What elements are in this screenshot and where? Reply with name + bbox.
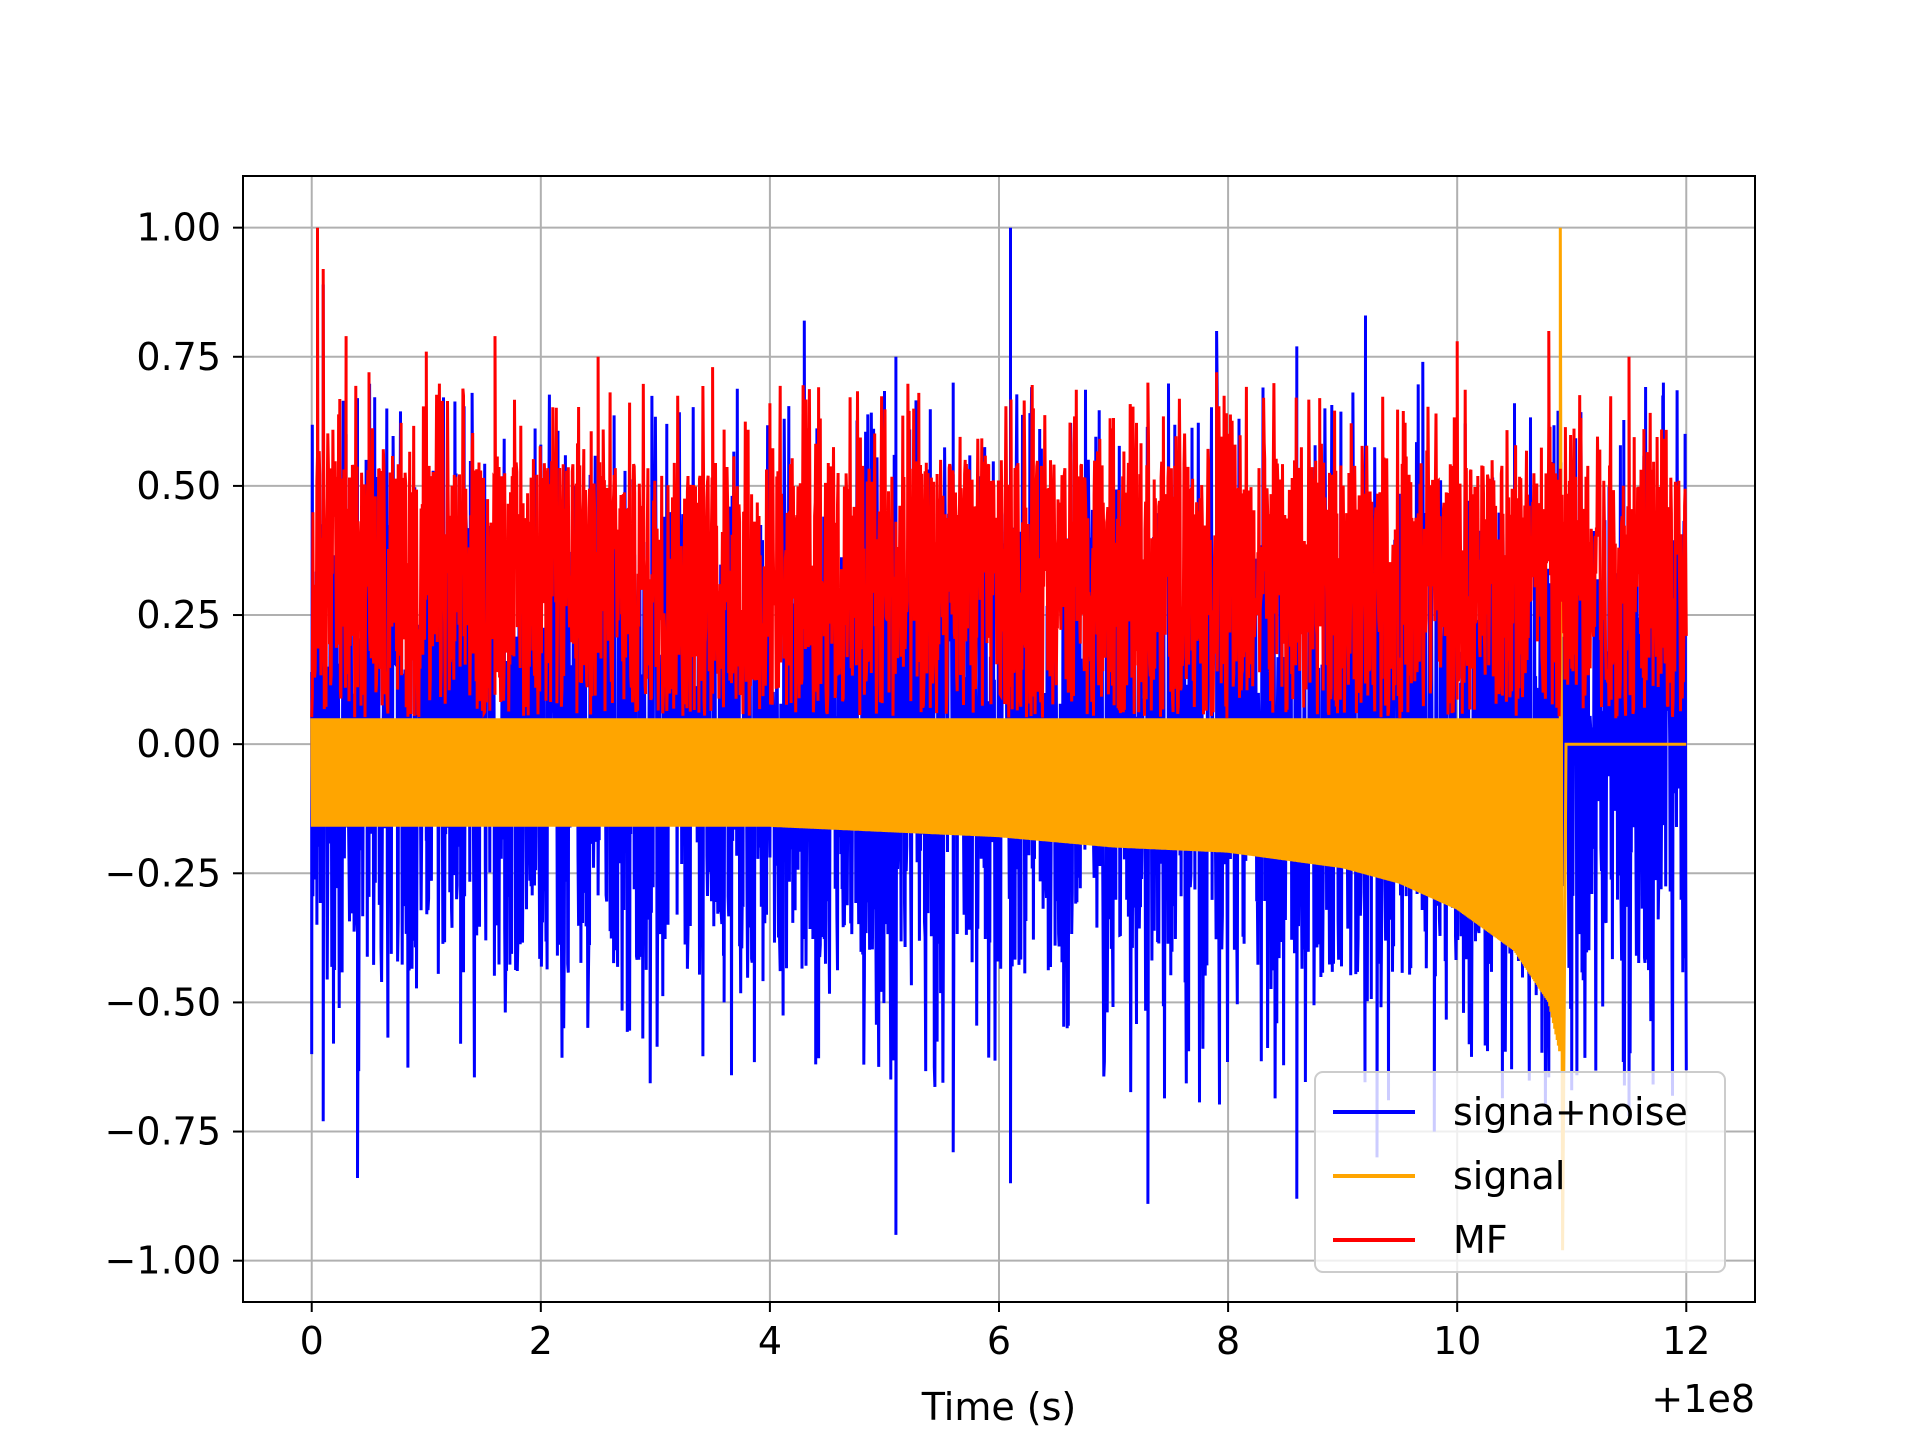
x-tick-label: 10 [1433, 1319, 1481, 1363]
x-tick-label: 8 [1216, 1319, 1240, 1363]
axis-ticks: 0 2 4 6 8 10 12 1.00 0.75 0.50 0.25 0.00 −0.25 −0.50 −… [105, 206, 1711, 1363]
x-tick-label: 6 [987, 1319, 1011, 1363]
y-tick-label: 0.75 [136, 335, 221, 379]
x-axis-label: Time (s) [921, 1385, 1077, 1429]
y-tick-label: −0.75 [105, 1110, 221, 1154]
y-tick-label: −1.00 [105, 1239, 221, 1283]
x-tick-label: 12 [1662, 1319, 1710, 1363]
x-tick-label: 2 [529, 1319, 553, 1363]
y-tick-label: 0.25 [136, 593, 221, 637]
x-axis-offset-label: +1e8 [1651, 1377, 1755, 1421]
legend-box [1314, 1071, 1726, 1273]
y-tick-label: 0.50 [136, 464, 221, 508]
y-tick-label: 0.00 [136, 722, 221, 766]
y-tick-label: −0.50 [105, 980, 221, 1024]
legend-label: signal [1453, 1154, 1565, 1198]
x-tick-label: 0 [300, 1319, 324, 1363]
series-line-signal [310, 227, 1687, 1251]
y-tick-label: −0.25 [105, 851, 221, 895]
x-tick-label: 4 [758, 1319, 782, 1363]
y-tick-label: 1.00 [136, 206, 221, 250]
series-line-mf [310, 227, 1688, 719]
series-layer [310, 227, 1688, 1251]
legend-label: MF [1453, 1218, 1508, 1262]
legend: signa+noise signal MF [1314, 1071, 1726, 1273]
legend-label: signa+noise [1453, 1090, 1688, 1134]
